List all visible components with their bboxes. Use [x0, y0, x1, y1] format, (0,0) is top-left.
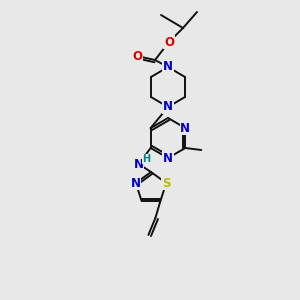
Text: N: N: [163, 100, 173, 113]
Text: O: O: [164, 35, 174, 49]
Text: O: O: [132, 50, 142, 62]
Text: N: N: [163, 61, 173, 74]
Text: N: N: [134, 158, 144, 170]
Text: N: N: [131, 177, 141, 190]
Text: S: S: [162, 177, 170, 190]
Text: N: N: [163, 152, 173, 164]
Text: N: N: [180, 122, 190, 134]
Text: H: H: [142, 154, 151, 164]
